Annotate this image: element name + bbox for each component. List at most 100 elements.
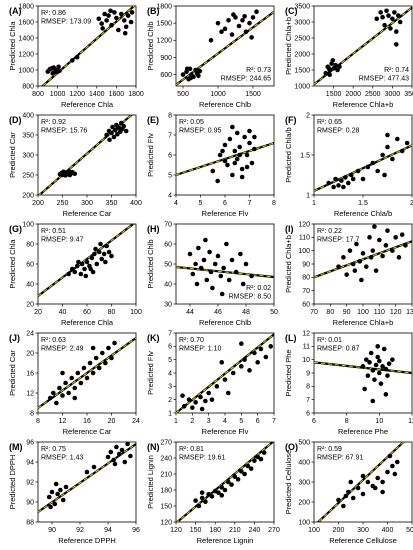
data-point <box>193 400 198 405</box>
data-point <box>336 264 341 269</box>
x-tick-label: 12 <box>59 418 67 425</box>
data-point <box>238 251 243 257</box>
chart-panel-e: 4 5 6 7 8 4 5 6 7 8 Reference Flv Predicted Flv (E) R… <box>146 112 276 218</box>
y-tick-label: 60 <box>302 301 310 308</box>
y-tick-label: 2 <box>168 397 172 404</box>
panel-label: (H) <box>147 224 160 234</box>
y-tick-label: 7 <box>168 330 172 337</box>
data-point <box>363 264 369 269</box>
data-point <box>350 495 356 501</box>
y-tick-label: 9 <box>306 370 310 377</box>
x-tick-label: 350 <box>106 200 118 207</box>
data-point <box>222 26 228 32</box>
data-point <box>193 498 198 503</box>
x-axis-label: Reference Car <box>63 209 112 218</box>
data-point <box>392 471 398 477</box>
x-tick-label: 500 <box>406 527 413 534</box>
data-point <box>339 178 344 183</box>
data-point <box>245 463 251 469</box>
x-tick-label: 150 <box>190 527 202 534</box>
data-point <box>190 271 196 277</box>
y-tick-label: 88 <box>26 519 34 526</box>
stats-label: RMSEP: 0.87 <box>317 346 360 353</box>
y-tick-label: 7 <box>168 132 172 139</box>
y-tick-label: 400 <box>22 112 34 119</box>
x-tick-label: 48 <box>242 309 250 316</box>
y-tick-label: 70 <box>302 288 310 295</box>
data-point <box>252 146 257 152</box>
panel-label: (O) <box>285 442 298 452</box>
data-point <box>219 493 225 498</box>
y-tick-label: 4 <box>168 192 172 199</box>
data-point <box>206 491 211 497</box>
data-point <box>220 148 225 154</box>
data-point <box>383 366 389 372</box>
chart-panel-a: 800 1000 1200 1400 1600 180080010001200140016… <box>8 3 144 109</box>
y-tick-label: 1400 <box>18 35 34 42</box>
y-tick-label: 200 <box>22 192 34 199</box>
y-tick-label: 120 <box>160 519 172 526</box>
x-tick-label: 200 <box>32 200 44 207</box>
y-tick-label: 3000 <box>294 19 310 26</box>
data-point <box>93 355 99 361</box>
data-point <box>55 491 60 497</box>
data-point <box>72 395 78 401</box>
x-axis-label: Reference Cellulose <box>329 536 397 545</box>
data-point <box>215 253 221 259</box>
data-point <box>198 265 204 271</box>
y-tick-label: 92 <box>26 479 34 486</box>
data-point <box>239 166 245 172</box>
x-tick-label: 270 <box>268 527 280 534</box>
chart-panel-b: 500 1000 1500 600 900 1200 1500 1800 Reference C… <box>146 3 275 109</box>
data-point <box>206 390 211 396</box>
chart-panel-g: 20 40 60 80 100 20 40 60 80 100 Reference Chla Pred… <box>8 221 142 327</box>
y-tick-label: 11 <box>303 344 310 351</box>
data-point <box>380 253 385 259</box>
data-point <box>390 16 395 22</box>
data-point <box>109 130 114 136</box>
data-point <box>232 148 238 154</box>
y-tick-label: 20 <box>26 301 34 308</box>
data-point <box>119 447 125 453</box>
y-tick-label: 800 <box>22 83 34 90</box>
data-point <box>203 237 208 243</box>
data-point <box>215 178 220 184</box>
x-tick-label: 100 <box>130 309 142 316</box>
panel-label: (D) <box>9 115 22 125</box>
data-point <box>237 152 242 158</box>
data-point <box>355 168 361 174</box>
x-tick-label: 110 <box>374 309 385 316</box>
data-point <box>103 259 108 265</box>
y-axis-label: Predicted Phe <box>284 349 293 396</box>
y-tick-label: 120 <box>298 221 310 228</box>
data-point <box>105 454 111 460</box>
y-tick-label: 1800 <box>18 3 34 10</box>
x-tick-label: 400 <box>130 200 142 207</box>
data-point <box>219 29 224 35</box>
x-tick-label: 24 <box>132 418 140 425</box>
data-point <box>93 246 98 252</box>
y-tick-label: 1200 <box>18 51 34 58</box>
x-tick-label: 5 <box>199 200 203 207</box>
data-point <box>372 485 378 491</box>
data-point <box>360 491 366 497</box>
y-tick-label: 200 <box>298 499 310 506</box>
one-to-one-line <box>314 240 412 278</box>
y-axis-label: Predicted Chlb <box>146 21 155 70</box>
data-point <box>362 386 367 392</box>
y-tick-label: 2000 <box>294 51 310 58</box>
data-point <box>84 375 90 381</box>
plot-frame <box>175 114 275 196</box>
x-tick-label: 6 <box>312 418 316 425</box>
data-point <box>359 277 364 283</box>
data-point <box>109 253 114 259</box>
x-tick-label: 2 <box>410 200 413 207</box>
data-point <box>125 442 130 447</box>
data-point <box>186 397 192 402</box>
data-point <box>106 13 111 18</box>
data-point <box>395 459 400 465</box>
data-point <box>330 58 336 63</box>
x-axis-label: Reference Chlb <box>199 318 251 327</box>
x-tick-label: 1000 <box>50 91 66 98</box>
data-point <box>381 346 387 352</box>
